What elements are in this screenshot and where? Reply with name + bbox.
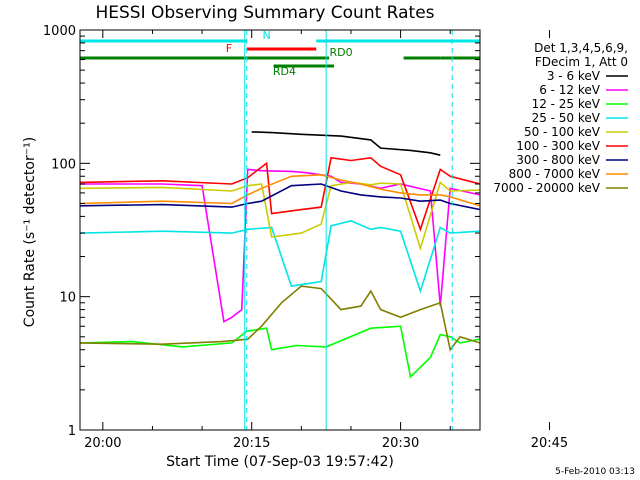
y-tick-label-2: 100 — [51, 157, 76, 172]
chart-title: HESSI Observing Summary Count Rates — [95, 3, 434, 23]
footer-date: 5-Feb-2010 03:13 — [555, 467, 635, 477]
legend-label-4: 50 - 100 keV — [524, 125, 601, 139]
bar-label-RD4: RD4 — [273, 65, 296, 78]
series-line-7 — [80, 173, 480, 207]
y-axis-label: Count Rate (s⁻¹ detector⁻¹) — [22, 137, 38, 327]
x-tick-label-2: 20:30 — [382, 436, 419, 451]
bar-label-RD0: RD0 — [329, 46, 352, 59]
x-axis-label: Start Time (07-Sep-03 19:57:42) — [166, 454, 394, 470]
y-tick-label-1: 10 — [59, 291, 76, 306]
legend-label-3: 25 - 50 keV — [532, 111, 601, 125]
x-tick-label-3: 20:45 — [531, 436, 568, 451]
legend-header-line-1: FDecim 1, Att 0 — [535, 55, 628, 69]
bar-label-N: N — [262, 29, 270, 42]
series-line-5 — [80, 156, 480, 232]
bar-label-F: F — [226, 42, 232, 55]
legend-label-1: 6 - 12 keV — [539, 83, 601, 97]
x-tick-label-0: 20:00 — [84, 436, 121, 451]
series-line-4 — [80, 180, 480, 252]
legend-label-8: 7000 - 20000 keV — [493, 181, 600, 195]
legend-label-0: 3 - 6 keV — [547, 69, 601, 83]
y-tick-label-0: 1 — [68, 424, 76, 439]
legend-label-5: 100 - 300 keV — [516, 139, 600, 153]
series-group — [80, 131, 480, 379]
legend-header-line-0: Det 1,3,4,5,6,9, — [534, 41, 628, 55]
legend-label-6: 300 - 800 keV — [516, 153, 600, 167]
plot-frame — [79, 29, 481, 431]
legend-label-2: 12 - 25 keV — [532, 97, 601, 111]
series-line-1 — [80, 168, 480, 323]
x-tick-label-1: 20:15 — [233, 436, 270, 451]
y-tick-label-3: 1000 — [43, 24, 76, 39]
series-line-6 — [80, 183, 480, 211]
series-line-3 — [80, 220, 480, 294]
series-line-8 — [80, 285, 480, 352]
legend-label-7: 800 - 7000 keV — [509, 167, 601, 181]
series-line-0 — [251, 131, 441, 156]
